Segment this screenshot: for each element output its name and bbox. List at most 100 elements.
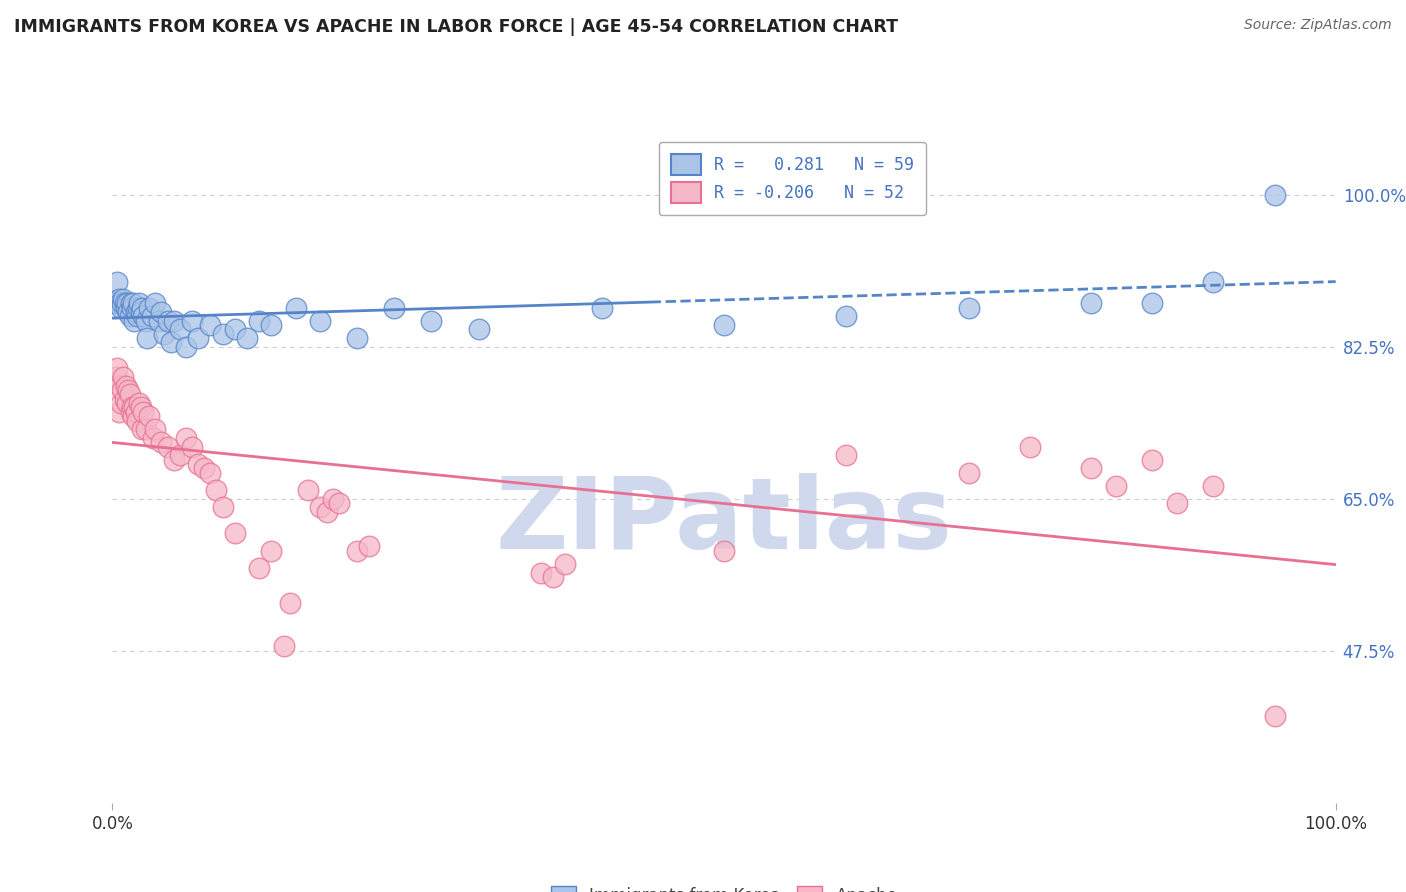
Point (181, 440, 204, 454)
Point (138, 301, 160, 315)
Point (297, 483, 319, 497)
Point (529, 566, 551, 580)
Point (1166, 496, 1188, 510)
Point (160, 335, 183, 350)
Point (1264, 709, 1286, 723)
Point (382, 301, 405, 315)
Point (328, 496, 350, 510)
Point (135, 331, 157, 345)
Point (127, 301, 149, 315)
Point (110, 301, 132, 315)
Point (278, 596, 301, 610)
Text: Source: ZipAtlas.com: Source: ZipAtlas.com (1244, 18, 1392, 32)
Point (143, 422, 166, 436)
Point (1104, 478, 1126, 492)
Point (187, 457, 209, 471)
Point (200, 466, 222, 480)
Point (150, 305, 173, 319)
Point (132, 405, 155, 419)
Point (125, 310, 148, 324)
Point (131, 422, 153, 436)
Point (128, 396, 150, 410)
Point (247, 313, 270, 327)
Point (132, 310, 155, 324)
Point (224, 526, 246, 541)
Point (142, 431, 165, 445)
Point (111, 296, 134, 310)
Point (115, 301, 138, 315)
Point (181, 313, 204, 327)
Point (346, 331, 368, 345)
Point (554, 557, 576, 571)
Point (117, 305, 139, 319)
Point (224, 322, 246, 336)
Point (115, 396, 138, 410)
Point (156, 313, 179, 327)
Point (124, 313, 146, 327)
Point (125, 413, 148, 427)
Point (193, 461, 215, 475)
Point (835, 310, 858, 324)
Point (129, 305, 152, 319)
Point (1080, 461, 1102, 475)
Point (129, 401, 152, 415)
Point (128, 296, 150, 310)
Point (835, 448, 858, 462)
Point (153, 326, 176, 341)
Point (112, 370, 135, 384)
Point (124, 401, 146, 415)
Point (284, 301, 308, 315)
Point (211, 500, 233, 515)
Text: ZIPatlas: ZIPatlas (496, 474, 952, 570)
Point (591, 301, 613, 315)
Point (143, 296, 166, 310)
Point (138, 409, 160, 424)
Point (107, 292, 129, 306)
Point (118, 310, 141, 324)
Point (1202, 478, 1225, 492)
Point (115, 296, 138, 310)
Point (1264, 187, 1286, 202)
Point (309, 313, 332, 327)
Point (200, 318, 222, 332)
Point (104, 296, 127, 310)
Point (131, 301, 153, 315)
Point (125, 305, 148, 319)
Point (163, 452, 186, 467)
Point (1080, 296, 1102, 310)
Point (120, 405, 142, 419)
Point (105, 296, 128, 310)
Point (260, 544, 283, 558)
Point (260, 318, 283, 332)
Point (120, 296, 142, 310)
Point (108, 378, 131, 392)
Point (156, 440, 179, 454)
Point (115, 378, 138, 392)
Point (315, 505, 337, 519)
Point (211, 326, 233, 341)
Point (346, 544, 368, 558)
Point (174, 431, 197, 445)
Point (309, 500, 332, 515)
Point (1142, 452, 1164, 467)
Point (114, 296, 136, 310)
Point (114, 392, 136, 406)
Point (108, 296, 131, 310)
Point (1018, 440, 1040, 454)
Point (1142, 296, 1164, 310)
Point (125, 405, 148, 419)
Point (247, 561, 270, 575)
Point (322, 491, 344, 506)
Point (174, 340, 197, 354)
Point (169, 448, 191, 462)
Point (141, 310, 163, 324)
Point (117, 383, 139, 397)
Point (169, 322, 191, 336)
Point (419, 313, 441, 327)
Point (134, 422, 156, 436)
Point (112, 292, 135, 306)
Point (163, 313, 186, 327)
Point (957, 466, 980, 480)
Point (110, 396, 132, 410)
Point (1202, 275, 1225, 289)
